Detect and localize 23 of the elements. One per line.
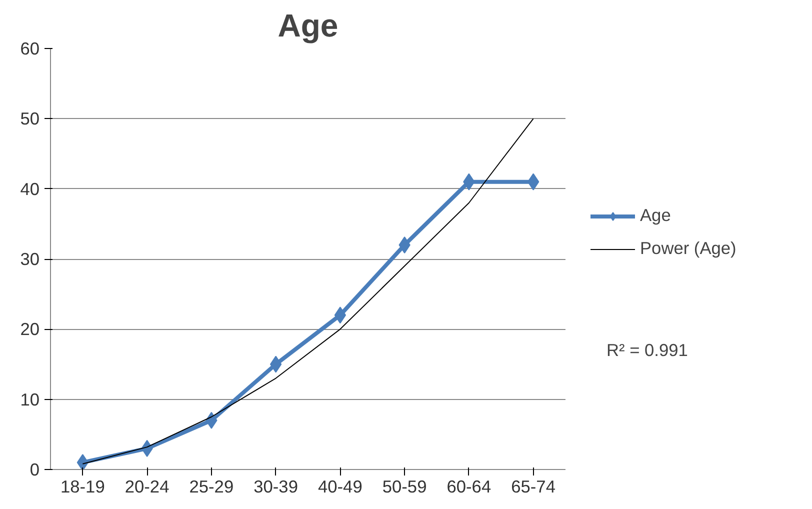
x-tick-label: 25-29 [189,476,234,496]
y-tick-label: 30 [20,249,40,269]
y-tick-label: 20 [20,319,40,340]
point [270,356,282,373]
legend-label: Age [640,205,671,226]
text: R² = 0.991 [606,340,688,360]
y-tick-label: 10 [20,389,40,410]
y-tick-label: 0 [30,460,40,480]
x-tick-label: 18-19 [60,476,105,496]
x-tick-label: 50-59 [382,476,427,496]
y-tick-label: 60 [20,38,40,58]
point [527,173,540,190]
chart-title: Age [278,8,338,44]
y-tick-label: 50 [20,108,40,129]
y-tick-label: 40 [20,178,40,199]
x-tick-label: 65-74 [511,476,556,496]
point [76,454,89,470]
point [334,306,346,324]
legend-label: Power (Age) [640,238,736,259]
x-tick-label: 60-64 [446,476,492,496]
x-tick-label: 40-49 [318,476,362,496]
x-tick-label: 30-39 [254,476,298,496]
x-tick-label: 20-24 [124,476,170,496]
